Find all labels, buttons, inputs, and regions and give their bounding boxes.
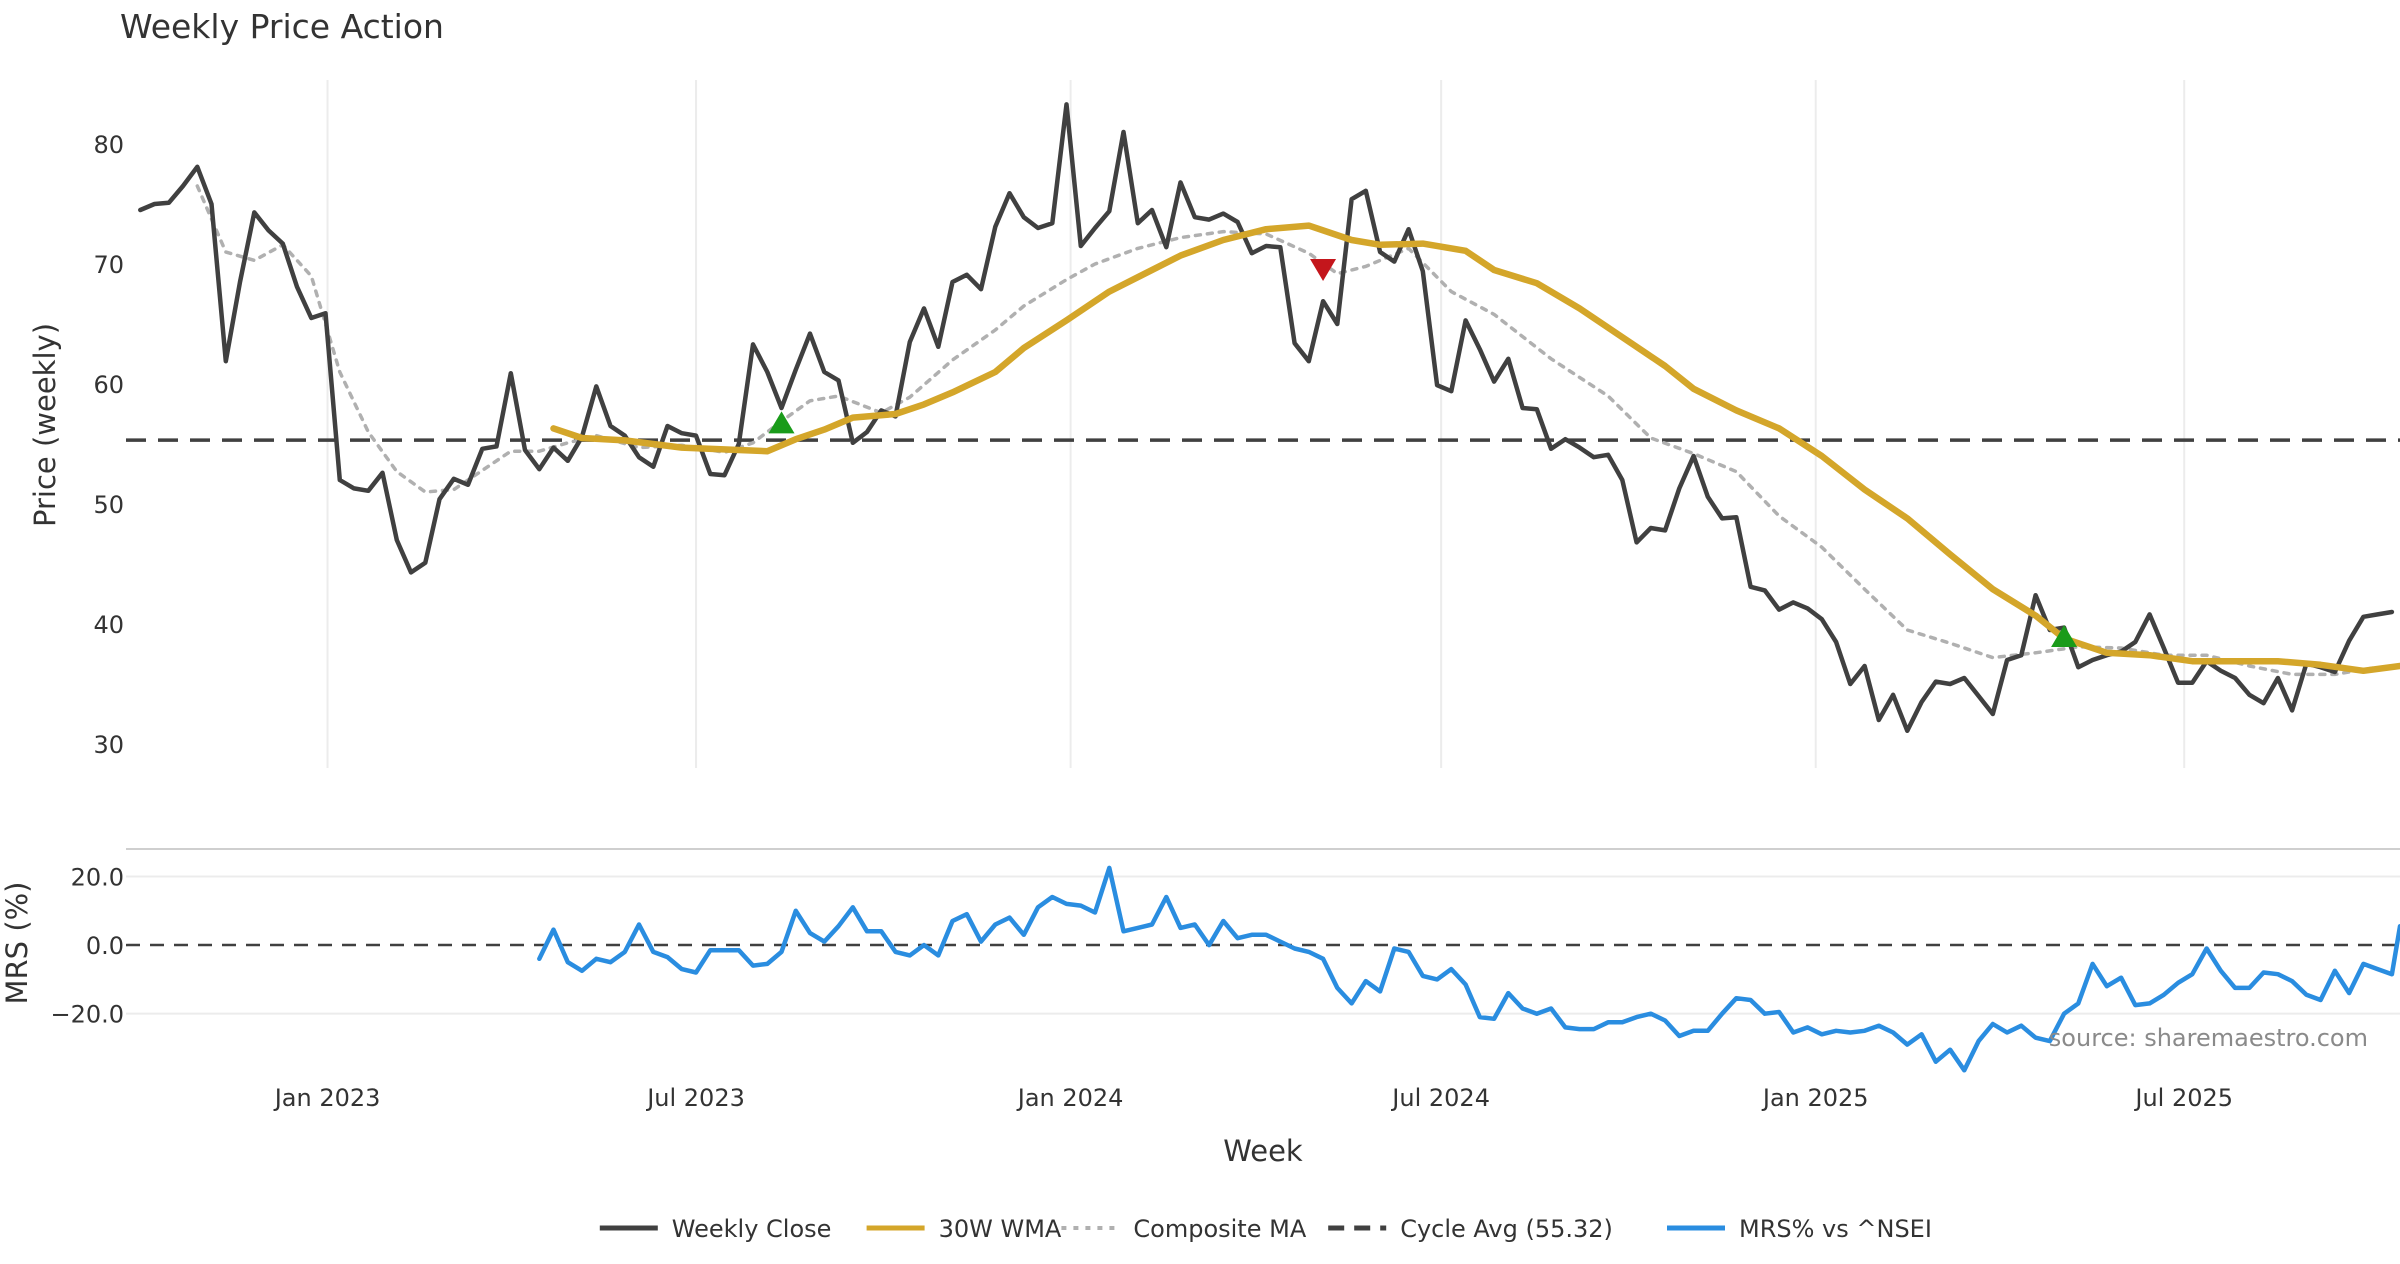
x-tick-label-1: Jul 2023 [645, 1084, 745, 1112]
chart-title: Weekly Price Action [120, 7, 444, 46]
legend-label-mrs-vs-nsei: MRS% vs ^NSEI [1739, 1215, 1932, 1243]
price-y-tick-50: 50 [93, 491, 124, 519]
x-tick-label-0: Jan 2023 [273, 1084, 381, 1112]
series-line-weekly-close [140, 104, 2392, 730]
price-y-tick-70: 70 [93, 251, 124, 279]
legend-label-cycle-avg-55-32: Cycle Avg (55.32) [1400, 1215, 1613, 1243]
x-axis-label: Week [1223, 1134, 1303, 1168]
mrs-y-label: MRS (%) [0, 882, 34, 1005]
mrs-y-tick-2: −20.0 [50, 1001, 124, 1029]
source-note: source: sharemaestro.com [2049, 1024, 2368, 1052]
x-tick-label-4: Jan 2025 [1761, 1084, 1869, 1112]
price-y-ticks: 30 40 50 60 70 80 [93, 131, 124, 759]
price-markers [769, 259, 2078, 647]
legend: Weekly Close 30W WMA Composite MA Cycle Avg… [600, 1215, 1932, 1243]
x-tick-label-3: Jul 2024 [1390, 1084, 1490, 1112]
mrs-y-tick-0: 20.0 [71, 863, 124, 891]
legend-label-weekly-close: Weekly Close [672, 1215, 832, 1243]
price-y-label: Price (weekly) [28, 323, 62, 527]
mrs-y-tick-1: 0.0 [86, 932, 124, 960]
price-y-tick-30: 30 [93, 731, 124, 759]
legend-label-composite-ma: Composite MA [1133, 1215, 1306, 1243]
price-grid [328, 80, 2185, 768]
mrs-y-ticks: 20.0 0.0 −20.0 [50, 863, 124, 1028]
x-ticks: Jan 2023 Jul 2023 Jan 2024 Jul 2024 Jan 2025… [273, 1084, 2233, 1112]
x-tick-label-2: Jan 2024 [1016, 1084, 1124, 1112]
price-y-tick-60: 60 [93, 371, 124, 399]
x-tick-label-5: Jul 2025 [2133, 1084, 2233, 1112]
price-y-tick-80: 80 [93, 131, 124, 159]
legend-label-30w-wma: 30W WMA [939, 1215, 1062, 1243]
price-y-tick-40: 40 [93, 611, 124, 639]
series-line-composite-ma [197, 186, 2377, 674]
mrs-grid [126, 876, 2400, 1013]
series-line-30w-wma [554, 226, 2400, 671]
